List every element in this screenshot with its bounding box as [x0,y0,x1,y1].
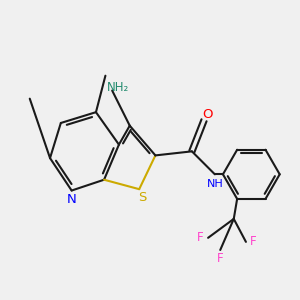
Text: O: O [202,108,212,122]
Text: F: F [250,236,257,248]
Text: N: N [67,193,76,206]
Text: F: F [197,231,204,244]
Text: NH₂: NH₂ [106,81,129,94]
Text: S: S [138,191,147,204]
Text: F: F [217,252,224,265]
Text: NH: NH [206,179,223,189]
